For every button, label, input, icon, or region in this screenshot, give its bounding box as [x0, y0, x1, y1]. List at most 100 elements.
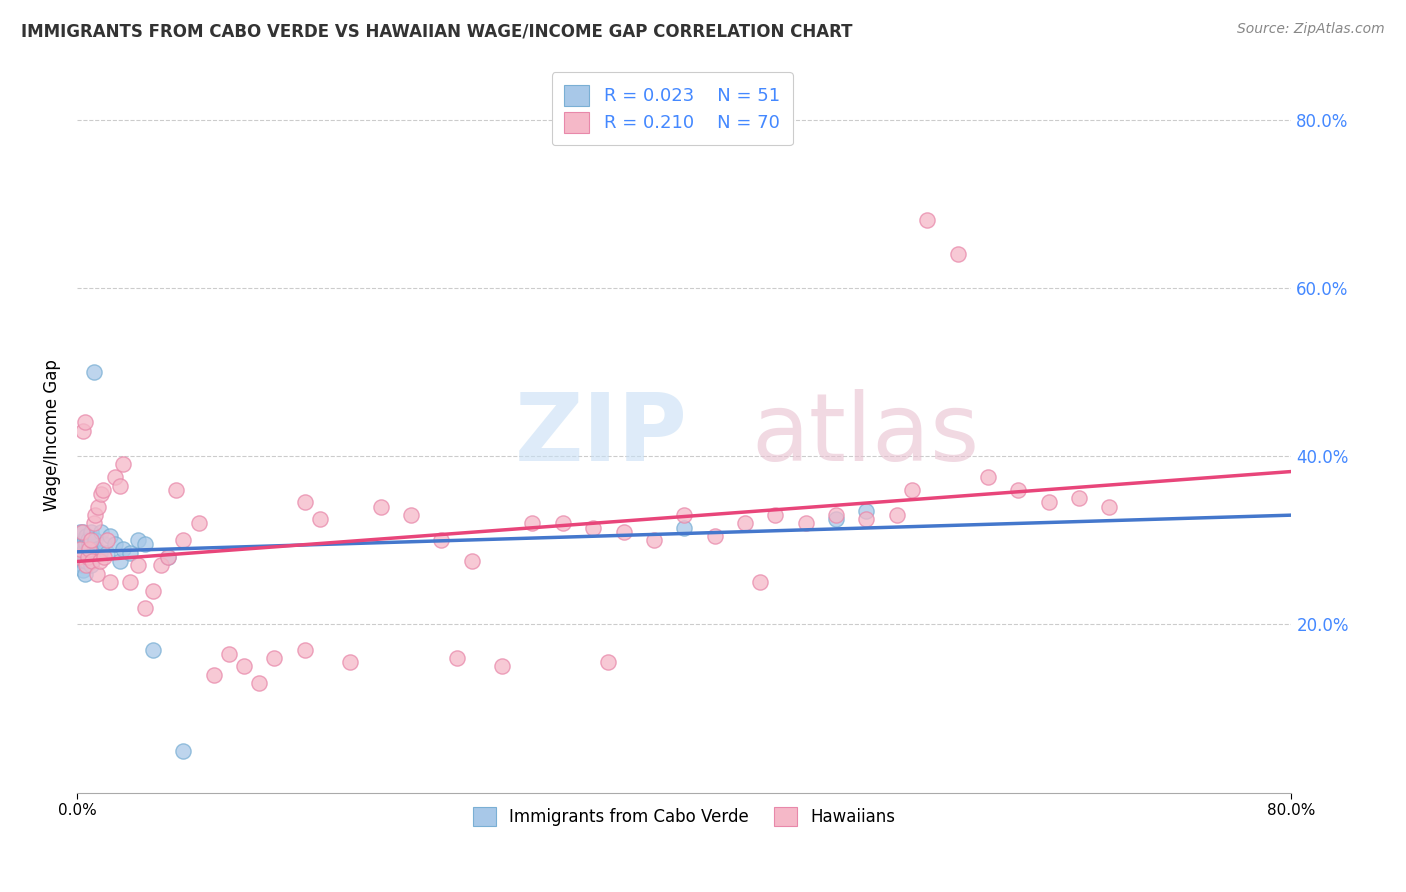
Point [703, 529, 725, 543]
Point [77, 541, 100, 556]
Point [370, 500, 392, 514]
Point [111, 458, 134, 472]
Point [111, 541, 134, 556]
Point [1067, 491, 1090, 505]
Point [1007, 483, 1029, 497]
Point [901, 483, 924, 497]
Point [91, 483, 114, 497]
Point [73, 566, 96, 581]
Point [76, 550, 98, 565]
Point [70, 558, 93, 573]
Point [83, 516, 105, 531]
Point [82, 541, 104, 556]
Point [673, 520, 696, 534]
Point [202, 668, 225, 682]
Point [70, 537, 93, 551]
Point [461, 554, 484, 568]
Point [75, 529, 97, 543]
Point [598, 655, 620, 669]
Point [915, 213, 938, 227]
Text: ZIP: ZIP [515, 389, 688, 481]
Point [172, 743, 194, 757]
Point [72, 563, 94, 577]
Point [67, 546, 90, 560]
Point [82, 546, 104, 560]
Point [218, 647, 240, 661]
Point [80, 558, 103, 573]
Point [309, 512, 332, 526]
Point [446, 651, 468, 665]
Point [120, 575, 142, 590]
Point [75, 537, 97, 551]
Point [491, 659, 513, 673]
Point [73, 554, 96, 568]
Point [612, 524, 634, 539]
Point [855, 504, 877, 518]
Point [127, 533, 149, 548]
Point [551, 516, 574, 531]
Point [67, 537, 90, 551]
Point [73, 533, 96, 548]
Point [187, 516, 209, 531]
Point [294, 642, 316, 657]
Point [522, 516, 544, 531]
Point [165, 483, 187, 497]
Point [430, 533, 453, 548]
Point [749, 575, 772, 590]
Point [84, 533, 107, 548]
Point [134, 537, 156, 551]
Point [86, 566, 108, 581]
Point [763, 508, 786, 522]
Point [83, 365, 105, 379]
Point [70, 541, 93, 556]
Point [149, 558, 172, 573]
Point [263, 651, 285, 665]
Point [77, 546, 100, 560]
Point [157, 550, 180, 565]
Point [946, 247, 969, 261]
Point [233, 659, 256, 673]
Point [339, 655, 361, 669]
Point [172, 533, 194, 548]
Text: Source: ZipAtlas.com: Source: ZipAtlas.com [1237, 22, 1385, 37]
Point [93, 550, 115, 565]
Point [67, 550, 90, 565]
Point [73, 416, 96, 430]
Point [1038, 495, 1060, 509]
Point [399, 508, 422, 522]
Point [69, 541, 91, 556]
Point [825, 508, 848, 522]
Point [86, 541, 108, 556]
Text: IMMIGRANTS FROM CABO VERDE VS HAWAIIAN WAGE/INCOME GAP CORRELATION CHART: IMMIGRANTS FROM CABO VERDE VS HAWAIIAN W… [21, 22, 852, 40]
Point [89, 546, 111, 560]
Point [76, 533, 98, 548]
Point [77, 537, 100, 551]
Point [90, 524, 112, 539]
Point [89, 554, 111, 568]
Point [84, 508, 107, 522]
Point [247, 676, 270, 690]
Point [87, 500, 110, 514]
Point [82, 554, 104, 568]
Point [104, 537, 127, 551]
Legend: Immigrants from Cabo Verde, Hawaiians: Immigrants from Cabo Verde, Hawaiians [464, 798, 904, 834]
Point [76, 541, 98, 556]
Point [108, 478, 131, 492]
Point [142, 642, 165, 657]
Point [886, 508, 908, 522]
Point [855, 512, 877, 526]
Point [75, 558, 97, 573]
Point [1098, 500, 1121, 514]
Point [96, 533, 118, 548]
Point [90, 487, 112, 501]
Point [75, 554, 97, 568]
Point [96, 546, 118, 560]
Point [75, 546, 97, 560]
Text: atlas: atlas [751, 389, 980, 481]
Point [157, 550, 180, 565]
Point [104, 470, 127, 484]
Point [582, 520, 605, 534]
Point [72, 524, 94, 539]
Point [134, 600, 156, 615]
Point [100, 575, 122, 590]
